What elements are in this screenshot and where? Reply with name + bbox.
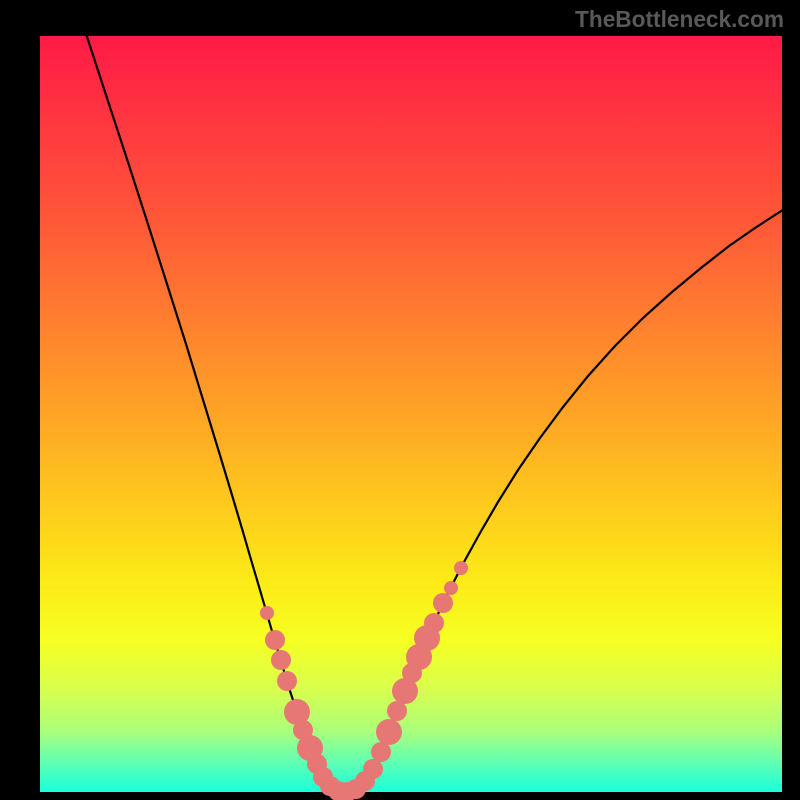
watermark-text: TheBottleneck.com xyxy=(575,6,784,33)
plot-area xyxy=(40,36,782,792)
chart-container: TheBottleneck.com xyxy=(0,0,800,800)
